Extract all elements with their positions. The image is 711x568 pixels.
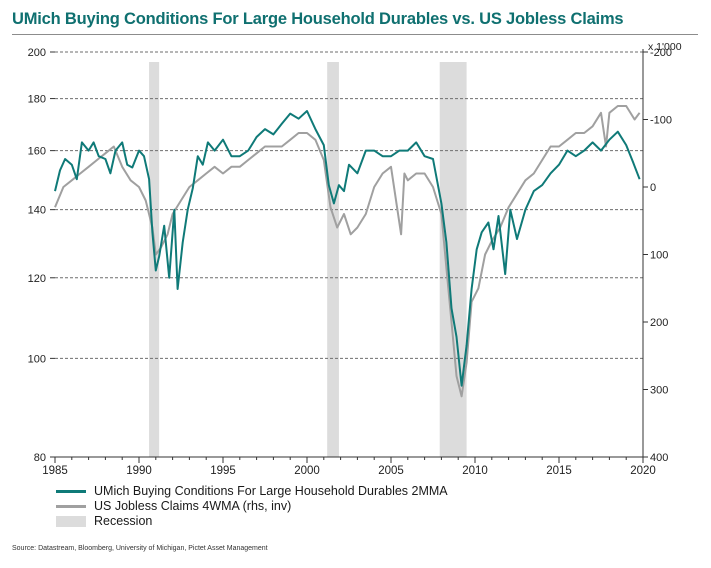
recession-band-2 [439,62,467,457]
recession-bands [149,62,467,457]
legend-item-recession: Recession [56,514,448,529]
left-tick-label-100: 100 [28,353,46,365]
x-tick-label-1995: 1995 [210,465,236,477]
x-tick-label-2000: 2000 [294,465,320,477]
source-note: Source: Datastream, Bloomberg, Universit… [12,545,268,552]
right-tick-label-200: 200 [650,317,668,329]
x-tick-label-2020: 2020 [630,465,656,477]
x-tick-label-2015: 2015 [546,465,572,477]
legend-label-umich: UMich Buying Conditions For Large Househ… [94,484,448,498]
right-tick-label--200: -200 [650,47,672,59]
tick-labels: 80 100 120 140 160 180 200 400 300 200 100 0 -100 -20… [28,41,682,477]
gridlines [55,51,643,359]
right-tick-label-300: 300 [650,385,668,397]
legend-item-umich: UMich Buying Conditions For Large Househ… [56,484,448,499]
left-tick-label-200: 200 [28,47,46,59]
x-tick-label-1990: 1990 [126,465,152,477]
left-tick-label-180: 180 [28,94,46,106]
recession-band-1 [327,62,339,457]
chart: 80 100 120 140 160 180 200 400 300 200 100 0 -100 -20… [28,41,682,477]
axis-ticks [50,49,648,463]
x-tick-label-2010: 2010 [462,465,488,477]
chart-title: UMich Buying Conditions For Large Househ… [12,10,624,28]
left-tick-label-120: 120 [28,273,46,285]
right-tick-label-100: 100 [650,250,668,262]
title-divider [12,34,698,35]
x-tick-label-1985: 1985 [42,465,68,477]
right-tick-label-0: 0 [650,182,656,194]
right-tick-label--100: -100 [650,115,672,127]
legend-swatch-recession [56,516,86,527]
legend-item-claims: US Jobless Claims 4WMA (rhs, inv) [56,499,448,514]
series-line-umich [54,110,641,387]
legend: UMich Buying Conditions For Large Househ… [56,484,448,529]
legend-swatch-umich [56,490,86,493]
left-tick-label-160: 160 [28,146,46,158]
right-tick-label-400: 400 [650,452,668,464]
series-lines [54,105,641,398]
left-tick-label-140: 140 [28,205,46,217]
right-axis-unit: x 1'000 [648,41,682,53]
series-line-claims [54,105,641,398]
legend-label-recession: Recession [94,514,153,528]
x-tick-label-2005: 2005 [378,465,404,477]
legend-label-claims: US Jobless Claims 4WMA (rhs, inv) [94,499,292,513]
left-tick-label-80: 80 [34,452,46,464]
legend-swatch-claims [56,505,86,508]
